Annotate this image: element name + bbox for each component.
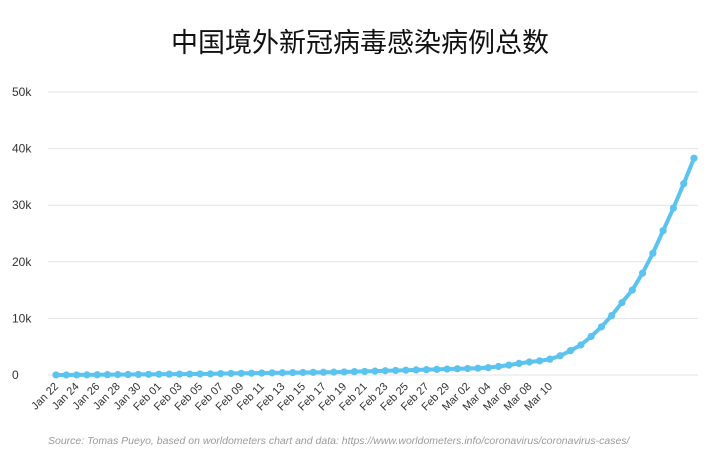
data-point bbox=[608, 311, 616, 320]
data-point bbox=[52, 371, 60, 379]
data-point bbox=[618, 298, 626, 307]
data-point bbox=[309, 368, 317, 376]
y-tick-label: 40k bbox=[12, 142, 32, 156]
data-point bbox=[402, 366, 410, 374]
data-point bbox=[391, 366, 400, 375]
y-tick-label: 30k bbox=[12, 198, 32, 212]
data-point bbox=[217, 370, 225, 378]
data-point bbox=[577, 341, 585, 349]
series-line bbox=[54, 156, 696, 377]
y-tick-label: 50k bbox=[12, 85, 32, 99]
data-point bbox=[505, 361, 513, 369]
data-point bbox=[350, 368, 359, 376]
data-point bbox=[649, 249, 657, 257]
grid-lines bbox=[48, 91, 698, 376]
data-point bbox=[175, 370, 184, 378]
data-point bbox=[525, 358, 533, 366]
data-point bbox=[124, 370, 132, 379]
data-point bbox=[103, 371, 112, 379]
data-point bbox=[628, 286, 636, 294]
data-point bbox=[299, 368, 307, 377]
chart-title: 中国境外新冠病毒感染病例总数 bbox=[171, 28, 549, 59]
data-point bbox=[340, 368, 348, 376]
data-point bbox=[546, 355, 554, 363]
data-point bbox=[669, 204, 678, 212]
data-point bbox=[289, 369, 297, 377]
data-point bbox=[62, 371, 70, 379]
data-point bbox=[680, 180, 688, 188]
data-point bbox=[247, 369, 256, 377]
data-point bbox=[196, 370, 204, 378]
data-point bbox=[690, 154, 698, 162]
y-tick-label: 0 bbox=[12, 368, 19, 382]
data-point bbox=[659, 227, 667, 235]
data-point bbox=[155, 370, 163, 378]
data-point bbox=[515, 359, 523, 367]
data-point bbox=[206, 370, 214, 378]
y-axis: 0 10k 20k 30k 40k 50k bbox=[12, 85, 32, 382]
data-point bbox=[134, 370, 142, 379]
data-point bbox=[93, 371, 101, 379]
data-point bbox=[566, 347, 575, 355]
data-point bbox=[371, 367, 379, 375]
data-point bbox=[494, 362, 503, 371]
data-point bbox=[433, 365, 441, 373]
source-note: Source: Tomas Pueyo, based on worldomete… bbox=[48, 435, 631, 447]
data-point bbox=[381, 367, 389, 375]
data-point bbox=[165, 370, 173, 378]
y-tick-label: 10k bbox=[12, 311, 32, 325]
y-tick-label: 20k bbox=[12, 255, 32, 269]
data-point bbox=[258, 369, 266, 377]
data-point bbox=[412, 366, 420, 374]
data-point bbox=[114, 370, 122, 379]
data-point bbox=[361, 367, 369, 376]
data-point bbox=[443, 365, 451, 373]
data-point bbox=[186, 370, 194, 378]
data-point bbox=[484, 364, 492, 372]
data-point bbox=[278, 369, 286, 377]
data-point bbox=[319, 368, 328, 376]
data-point bbox=[268, 369, 276, 377]
data-point bbox=[587, 332, 595, 341]
data-point bbox=[536, 357, 544, 365]
data-point bbox=[597, 323, 605, 331]
data-point bbox=[453, 365, 461, 373]
data-point bbox=[464, 364, 472, 373]
data-point bbox=[474, 364, 482, 372]
data-point bbox=[227, 369, 235, 378]
data-point bbox=[638, 269, 647, 277]
data-point bbox=[83, 371, 91, 379]
data-point bbox=[330, 368, 338, 376]
data-point bbox=[145, 370, 153, 378]
series-group bbox=[52, 154, 698, 379]
data-point bbox=[72, 371, 81, 379]
data-point bbox=[237, 369, 245, 377]
data-point bbox=[422, 366, 431, 374]
data-point bbox=[556, 352, 564, 360]
